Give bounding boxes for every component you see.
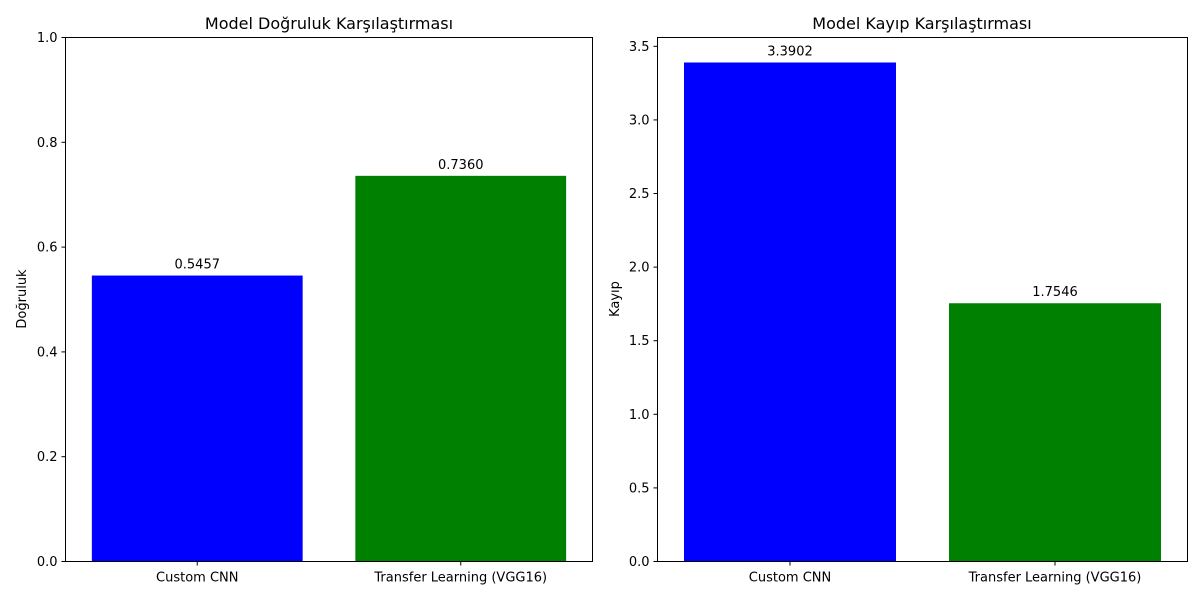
loss-y-ticks: 0.0 0.5 1.0 1.5 2.0 2.5 3.0 3.5 <box>629 40 658 570</box>
loss-y-tick-label-2: 0.5 <box>629 481 650 496</box>
loss-y-tick-label-6: 2.5 <box>629 187 650 202</box>
accuracy-y-tick-label-6: 1.0 <box>37 31 58 46</box>
accuracy-data-label-1: 0.5457 <box>175 258 221 273</box>
loss-data-labels: 3.3902 1.7546 <box>767 44 1078 300</box>
accuracy-y-tick-label-5: 0.8 <box>37 136 58 151</box>
loss-bar-2 <box>949 303 1161 562</box>
loss-plot-frame <box>657 37 1188 562</box>
accuracy-data-label-2: 0.7360 <box>438 158 484 173</box>
accuracy-y-tick-label-4: 0.6 <box>37 241 58 256</box>
accuracy-y-tick-label-2: 0.2 <box>37 450 58 465</box>
accuracy-x-ticks: Custom CNN Transfer Learning (VGG16) <box>156 561 547 586</box>
accuracy-y-tick-label-1: 0.0 <box>37 555 58 570</box>
accuracy-data-labels: 0.5457 0.7360 <box>175 158 484 273</box>
accuracy-x-tick-label-1: Custom CNN <box>156 571 238 586</box>
accuracy-y-axis-label: Doğruluk <box>15 269 30 329</box>
loss-bars <box>684 62 1161 562</box>
loss-chart-title: Model Kayıp Karşılaştırması <box>812 14 1031 33</box>
accuracy-x-tick-label-2: Transfer Learning (VGG16) <box>373 571 547 586</box>
loss-y-tick-label-8: 3.5 <box>629 40 650 55</box>
loss-y-axis-label: Kayıp <box>608 281 623 317</box>
loss-x-tick-label-2: Transfer Learning (VGG16) <box>968 571 1142 586</box>
accuracy-y-ticks: 0.0 0.2 0.4 0.6 0.8 1.0 <box>37 31 66 570</box>
loss-y-tick-label-5: 2.0 <box>629 261 650 276</box>
accuracy-plot-frame <box>65 37 593 562</box>
loss-y-tick-label-3: 1.0 <box>629 408 650 423</box>
accuracy-bars <box>91 175 567 562</box>
loss-chart: Model Kayıp Karşılaştırması Kayıp 0.0 0.5… <box>608 14 1188 586</box>
loss-y-tick-label-1: 0.0 <box>629 555 650 570</box>
loss-data-label-1: 3.3902 <box>767 44 813 59</box>
loss-y-tick-label-7: 3.0 <box>629 113 650 128</box>
loss-x-ticks: Custom CNN Transfer Learning (VGG16) <box>749 561 1142 586</box>
accuracy-y-tick-label-3: 0.4 <box>37 345 58 360</box>
accuracy-bar-2 <box>355 175 567 562</box>
accuracy-bar-1 <box>91 275 303 562</box>
loss-y-tick-label-4: 1.5 <box>629 334 650 349</box>
loss-x-tick-label-1: Custom CNN <box>749 571 831 586</box>
accuracy-chart: Model Doğruluk Karşılaştırması Doğruluk … <box>15 14 593 586</box>
accuracy-chart-title: Model Doğruluk Karşılaştırması <box>205 14 453 33</box>
loss-data-label-2: 1.7546 <box>1032 285 1078 300</box>
loss-bar-1 <box>684 62 896 562</box>
